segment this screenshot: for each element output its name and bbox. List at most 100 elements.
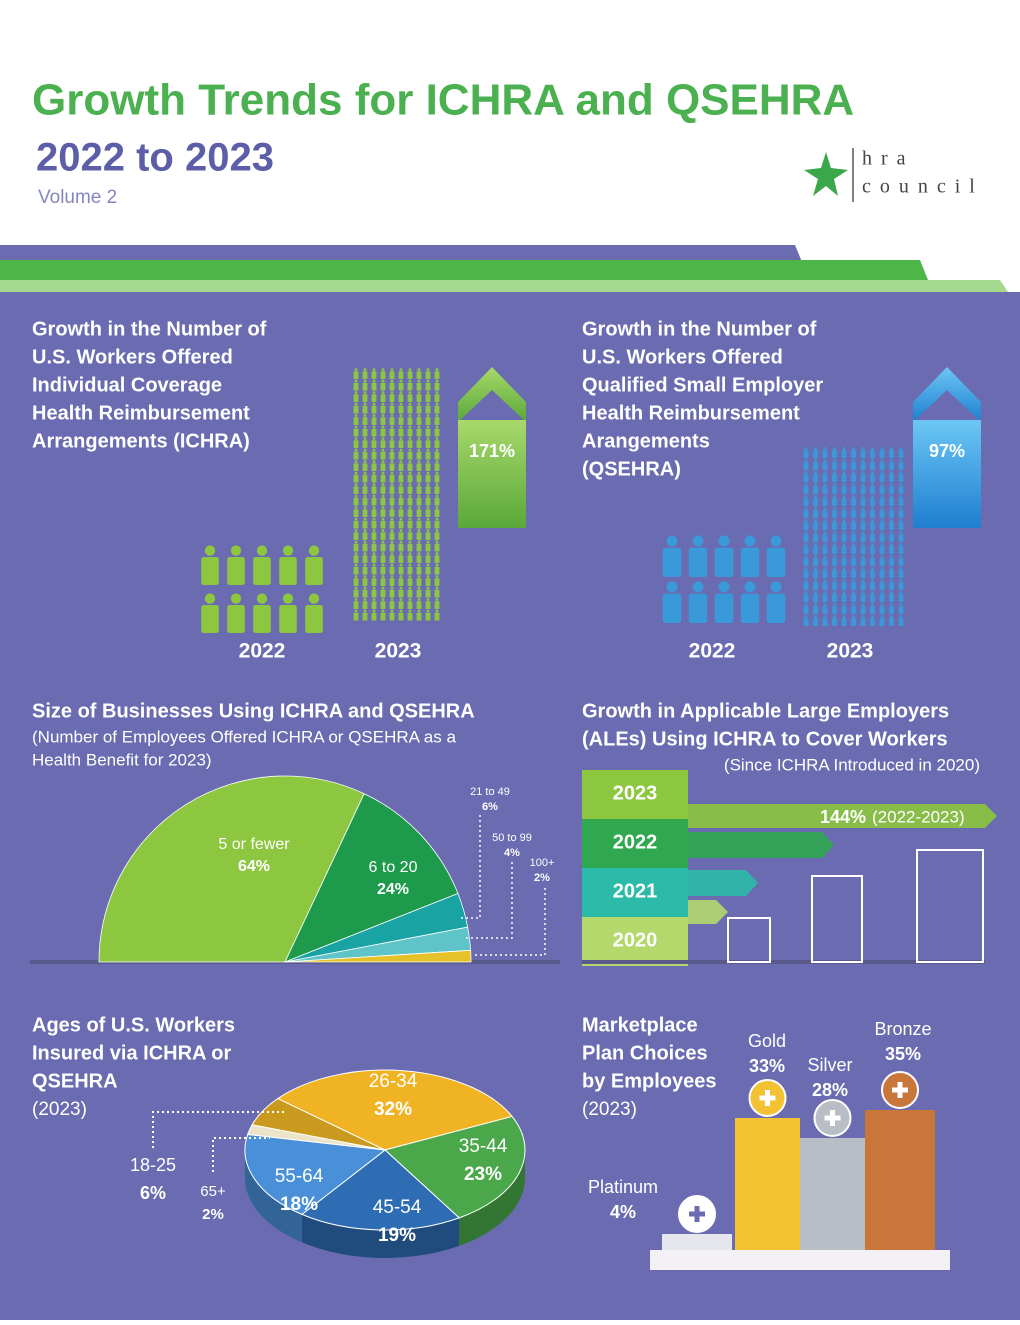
- person-icon: [851, 594, 856, 602]
- person-icon: [434, 417, 440, 425]
- person-icon: [841, 486, 847, 494]
- person-icon: [390, 540, 394, 544]
- person-icon: [426, 575, 430, 578]
- person-icon: [417, 575, 421, 578]
- person-icon: [426, 494, 430, 498]
- person-icon: [814, 579, 817, 582]
- person-icon: [407, 486, 413, 494]
- person-icon: [362, 566, 368, 575]
- person-icon: [852, 507, 855, 510]
- person-icon: [380, 543, 386, 552]
- person-icon: [363, 575, 367, 578]
- person-icon: [408, 552, 412, 555]
- person-icon: [851, 606, 856, 614]
- person-icon: [861, 507, 865, 510]
- plus-icon: [892, 1082, 908, 1098]
- person-icon: [871, 483, 874, 486]
- person-icon: [899, 531, 903, 534]
- person-icon: [822, 510, 828, 518]
- person-icon: [425, 451, 431, 460]
- person-icon: [399, 540, 403, 544]
- person-icon: [398, 428, 404, 437]
- person-icon: [879, 486, 885, 494]
- person-icon: [390, 414, 394, 417]
- person-icon: [353, 440, 359, 448]
- person-icon: [389, 451, 395, 460]
- person-icon: [435, 402, 439, 406]
- person-icon: [426, 563, 430, 567]
- person-icon: [425, 509, 431, 517]
- person-icon: [390, 506, 394, 509]
- person-icon: [871, 603, 874, 606]
- person-icon: [353, 451, 359, 460]
- person-icon: [354, 517, 358, 521]
- person-icon: [381, 575, 385, 578]
- person-icon: [389, 428, 395, 437]
- person-icon: [851, 474, 856, 482]
- person-icon: [398, 463, 404, 471]
- person-icon: [426, 402, 430, 406]
- person-icon: [842, 555, 846, 558]
- person-icon: [398, 474, 404, 483]
- slice-label: 55-64: [275, 1166, 324, 1187]
- person-icon: [842, 567, 846, 570]
- person-icon: [435, 586, 439, 590]
- person-icon: [399, 494, 403, 498]
- person-icon: [832, 474, 837, 482]
- person-icon: [390, 402, 394, 406]
- person-icon: [814, 459, 817, 462]
- person-icon: [434, 601, 440, 609]
- person-icon: [434, 405, 440, 414]
- person-icon: [416, 440, 422, 448]
- person-icon: [390, 517, 394, 521]
- building: [727, 917, 771, 963]
- person-icon: [851, 450, 856, 458]
- person-icon: [833, 495, 836, 498]
- person-icon: [417, 460, 421, 463]
- person-icon: [813, 534, 818, 542]
- person-icon: [899, 591, 903, 594]
- person-icon: [832, 558, 837, 566]
- person-icon: [880, 483, 884, 486]
- person-icon: [842, 543, 846, 546]
- person-icon: [766, 593, 786, 623]
- person-icon: [842, 531, 846, 534]
- person-icon: [880, 615, 884, 618]
- person-icon: [389, 417, 395, 425]
- person-icon: [871, 567, 874, 570]
- person-icon: [354, 552, 358, 555]
- person-icon: [425, 463, 431, 471]
- person-icon: [823, 579, 827, 582]
- person-icon: [814, 507, 817, 510]
- person-icon: [380, 440, 386, 448]
- person-icon: [814, 615, 817, 618]
- person-icon: [390, 483, 394, 486]
- bar: [865, 1110, 935, 1250]
- person-icon: [823, 603, 827, 606]
- person-icon: [354, 540, 358, 544]
- person-icon: [890, 483, 893, 486]
- person-icon: [842, 507, 846, 510]
- person-icon: [371, 463, 377, 471]
- person-icon: [434, 612, 440, 621]
- person-icon: [416, 474, 422, 483]
- person-icon: [398, 532, 404, 540]
- person-icon: [822, 594, 828, 602]
- person-icon: [803, 546, 809, 554]
- person-icon: [372, 552, 376, 555]
- person-icon: [852, 591, 855, 594]
- person-icon: [714, 547, 734, 577]
- person-icon: [766, 547, 786, 577]
- person-icon: [833, 471, 836, 474]
- person-icon: [813, 582, 818, 590]
- person-icon: [889, 498, 894, 506]
- person-icon: [823, 519, 827, 522]
- person-icon: [852, 459, 855, 462]
- person-icon: [744, 581, 756, 593]
- person-icon: [898, 546, 904, 554]
- person-icon: [416, 612, 422, 621]
- person-icon: [718, 535, 730, 547]
- person-icon: [434, 486, 440, 494]
- person-icon: [833, 519, 836, 522]
- person-icon: [822, 534, 828, 542]
